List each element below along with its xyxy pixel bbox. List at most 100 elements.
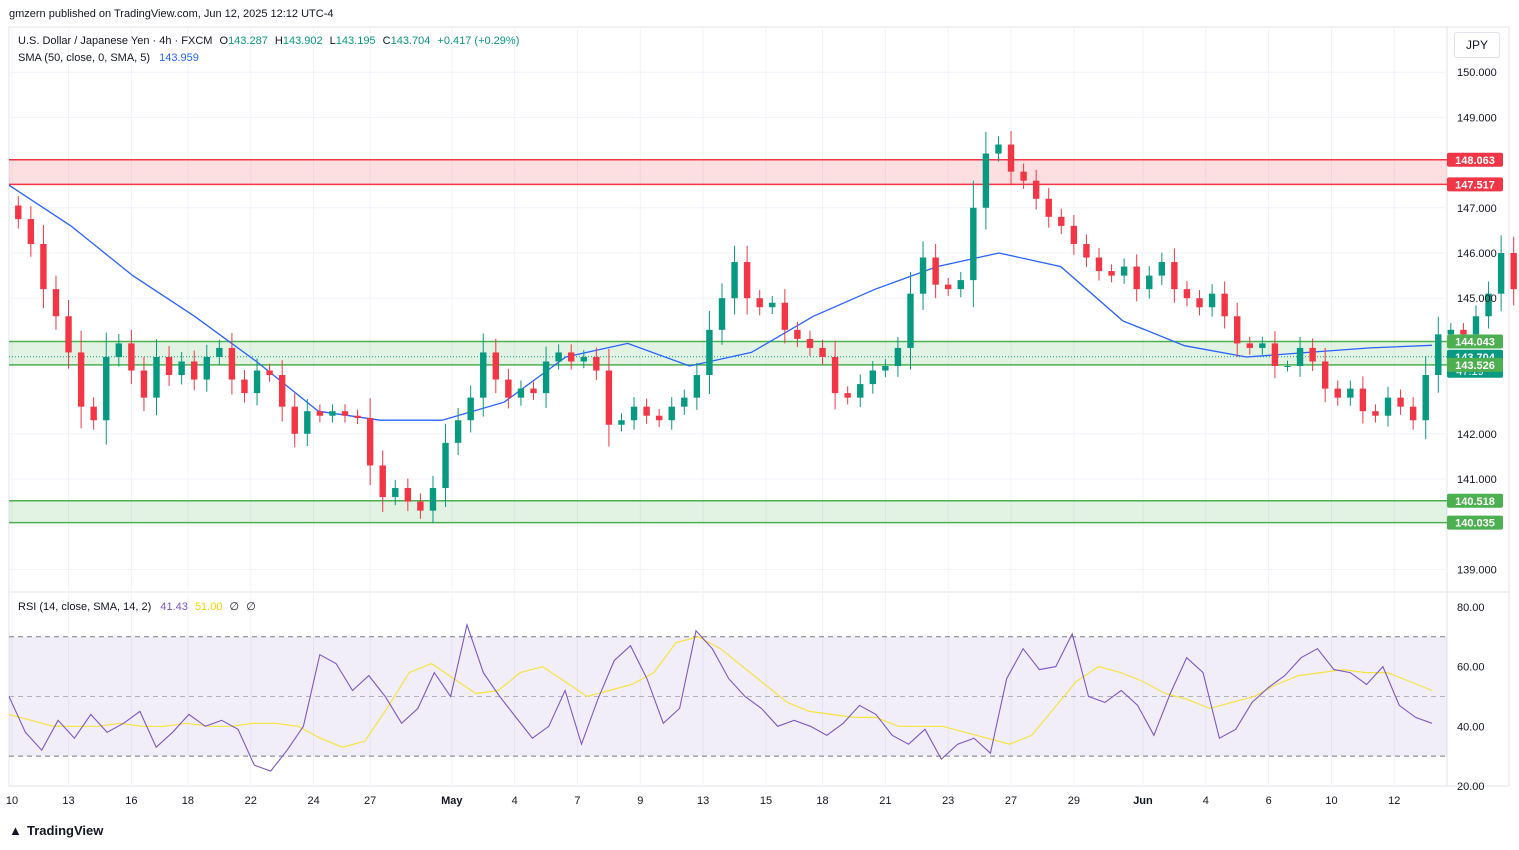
candle-body (1058, 216, 1065, 226)
axes: 150.000 149.000 147.000 146.000 145.000 142.0… (6, 67, 1503, 807)
time-tick-label: 7 (574, 795, 580, 807)
candle-body (1234, 316, 1241, 344)
candle-body (253, 370, 261, 394)
candle-body (769, 302, 776, 308)
price-label-text: 147.517 (1455, 179, 1495, 191)
tradingview-logo-icon: ▲ (9, 823, 22, 838)
candle-body (655, 415, 663, 421)
candle-body (806, 338, 814, 348)
symbol-legend[interactable]: U.S. Dollar / Japanese Yen · 4h · FXCM O… (18, 35, 519, 47)
candle-body (1359, 388, 1367, 412)
candle-body (555, 352, 562, 362)
candle-body (794, 329, 801, 339)
rsi-value: 41.43 (160, 601, 188, 613)
candle-body (1372, 411, 1379, 416)
rsi-tick-label: 60.00 (1457, 662, 1485, 674)
candle-body (605, 370, 613, 425)
time-tick-label: May (441, 795, 463, 807)
price-label-red (1447, 152, 1503, 167)
price-label-text: 148.063 (1455, 155, 1495, 167)
rsi-label[interactable]: RSI (14, close, SMA, 14, 2) (18, 601, 152, 613)
price-label-text: 143.526 (1455, 360, 1495, 372)
candle-body (982, 153, 990, 208)
candle-body (1095, 257, 1103, 272)
change-value: +0.417 (+0.29%) (437, 35, 520, 47)
price-tick-label: 141.000 (1457, 474, 1497, 486)
candle-body (77, 352, 85, 407)
candle-body (165, 356, 173, 376)
sma50-line (8, 184, 1433, 421)
candle-body (366, 417, 374, 466)
close-value: 143.704 (390, 35, 431, 47)
candle-body (216, 347, 223, 357)
rsi-ma-value: 51.00 (194, 601, 223, 613)
candle-body (266, 370, 273, 376)
candle-body (329, 411, 336, 416)
candle-body (1259, 343, 1266, 348)
candle-body (115, 343, 123, 357)
time-tick-label: 13 (62, 795, 74, 807)
candle-body (568, 352, 575, 362)
zone-resistance (9, 159, 1447, 185)
time-tick-label: 16 (125, 795, 137, 807)
candle-body (191, 361, 198, 380)
candle-body (1083, 243, 1090, 258)
rsi-line (8, 622, 1433, 772)
price-label-green (1447, 515, 1503, 530)
candle-body (643, 406, 650, 416)
candle-body (1334, 388, 1341, 398)
footer-brand[interactable]: ▲ TradingView (9, 823, 103, 838)
candle-body (379, 465, 386, 498)
candle-body (1384, 397, 1392, 416)
candle-body (128, 343, 135, 371)
candle-body (1221, 293, 1228, 317)
time-tick-label: 27 (1005, 795, 1017, 807)
rsi-ma-line (8, 636, 1433, 748)
candle-body (530, 388, 537, 394)
time-tick-label: 24 (307, 795, 319, 807)
candle-body (517, 388, 525, 398)
candle-body (1409, 406, 1417, 421)
candle-body (1296, 347, 1304, 366)
open-label: O (219, 35, 229, 47)
candle-body (857, 384, 864, 398)
candle-body (392, 488, 399, 498)
candle-body (1007, 144, 1015, 172)
candle-body (1045, 198, 1052, 217)
price-tick-label: 142.000 (1457, 429, 1497, 441)
currency-button[interactable]: JPY (1454, 32, 1500, 58)
sma-legend[interactable]: SMA (50, close, 0, SMA, 5) 143.959 (18, 52, 199, 64)
price-label-green (1447, 357, 1503, 372)
candle-body (1497, 253, 1505, 294)
price-tick-label: 150.000 (1457, 67, 1497, 79)
high-label: H (274, 35, 283, 47)
rsi-legend[interactable]: RSI (14, close, SMA, 14, 2) 41.43 51.00 … (18, 600, 256, 613)
candle-body (467, 397, 474, 421)
candle-body (907, 293, 914, 348)
sma-label[interactable]: SMA (50, close, 0, SMA, 5) (18, 52, 151, 64)
price-label-green (1447, 334, 1503, 349)
candle-body (718, 298, 726, 330)
candle-body (1347, 388, 1354, 398)
price-tick-label: 145.000 (1457, 293, 1497, 305)
time-tick-label: 15 (760, 795, 772, 807)
candle-body (1271, 343, 1279, 366)
candle-body (1422, 375, 1429, 421)
rsi-tick-label: 80.00 (1457, 602, 1485, 614)
candle-body (316, 411, 324, 416)
candle-body (442, 442, 449, 489)
candle-body (1158, 262, 1166, 276)
price-tick-label: 149.000 (1457, 112, 1497, 124)
candle-body (1472, 316, 1480, 335)
candle-body (1485, 293, 1492, 317)
rsi-tick-label: 20.00 (1457, 781, 1485, 793)
price-label-red (1447, 177, 1503, 192)
candle-body (278, 375, 286, 407)
candle-body (1246, 343, 1253, 348)
candle-body (693, 375, 701, 398)
candle-body (831, 356, 839, 394)
symbol-name[interactable]: U.S. Dollar / Japanese Yen · 4h · FXCM (18, 35, 213, 47)
candle-body (580, 356, 587, 362)
